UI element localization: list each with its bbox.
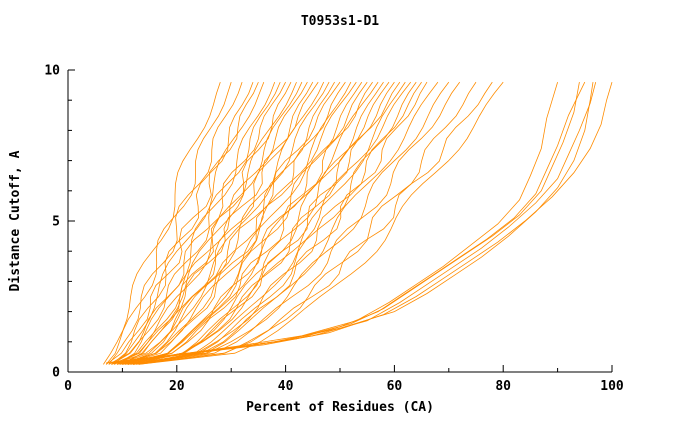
model-curve xyxy=(133,81,461,365)
model-curve xyxy=(122,81,297,365)
model-curve xyxy=(108,81,243,365)
x-tick-label: 0 xyxy=(64,379,72,394)
model-curve xyxy=(122,81,346,365)
model-curve-outlier xyxy=(111,81,558,364)
model-curve xyxy=(111,81,303,365)
model-curve xyxy=(108,81,281,365)
model-curve xyxy=(127,81,401,365)
model-curve xyxy=(133,81,493,365)
model-curve-outlier xyxy=(106,81,586,364)
model-curve xyxy=(138,81,477,365)
model-curve xyxy=(111,81,254,365)
model-curve xyxy=(122,81,314,365)
y-tick-label: 5 xyxy=(52,215,60,230)
model-curve xyxy=(127,81,428,365)
x-tick-label: 40 xyxy=(278,379,294,394)
model-curve xyxy=(119,81,292,365)
model-curve xyxy=(116,81,325,365)
model-curve xyxy=(122,81,363,365)
x-tick-label: 80 xyxy=(495,379,511,394)
model-curve-outlier xyxy=(116,81,613,364)
model-curve xyxy=(130,81,368,365)
model-curve-outlier xyxy=(122,82,594,362)
y-tick-label: 10 xyxy=(44,64,60,79)
model-curve xyxy=(111,81,341,365)
model-curve xyxy=(127,81,450,365)
model-curve xyxy=(133,81,406,365)
model-curve xyxy=(116,81,308,365)
model-curve xyxy=(105,81,232,365)
model-curve xyxy=(130,81,417,365)
model-curve xyxy=(135,81,439,365)
model-curve xyxy=(113,81,265,365)
model-curve xyxy=(122,81,412,365)
y-tick-label: 0 xyxy=(52,366,60,381)
model-curve xyxy=(105,81,259,365)
chart-title: T0953s1-D1 xyxy=(300,14,380,29)
x-tick-label: 100 xyxy=(600,379,624,394)
model-curve xyxy=(119,81,373,365)
model-curve xyxy=(138,81,504,365)
model-curve xyxy=(133,81,390,365)
model-curve xyxy=(103,81,221,365)
x-axis-label: Percent of Residues (CA) xyxy=(246,400,434,415)
model-curve xyxy=(122,81,379,365)
model-curve xyxy=(124,81,330,365)
x-tick-label: 20 xyxy=(169,379,185,394)
x-tick-label: 60 xyxy=(387,379,403,394)
model-curve xyxy=(133,81,422,365)
model-curve xyxy=(116,81,357,365)
model-curve xyxy=(127,81,352,365)
model-curve xyxy=(111,81,286,365)
model-curve xyxy=(116,81,276,365)
